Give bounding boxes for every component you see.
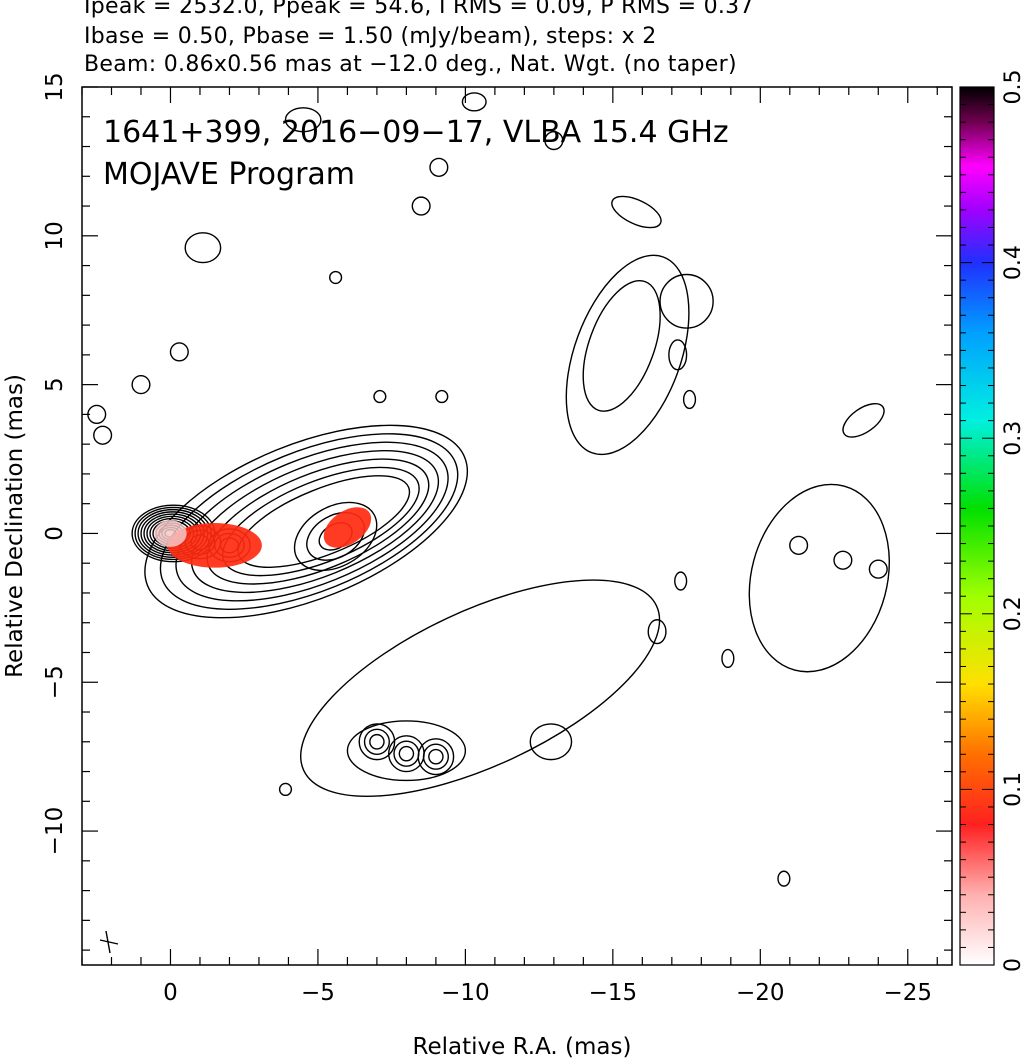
contour-line [93,425,113,445]
colorbar-tick-labels: 0 0.1 0.2 0.3 0.4 0.5 [1001,70,1022,973]
plot-frame [81,86,953,966]
colorbar-tick-label: 0.2 [1001,596,1022,631]
contour-line [721,648,735,669]
y-tick-label: −5 [42,665,68,699]
axis-ticks [81,86,952,965]
contour-line [300,579,661,798]
beam-marker [99,930,119,954]
contour-line [659,273,714,329]
x-tick-label: −10 [441,980,490,1006]
contour-line [293,501,378,572]
contour-line [373,389,387,404]
polarized-region [167,523,262,568]
colorbar-tick-label: 0.4 [1001,245,1022,280]
header-line-2: Ibase = 0.50, Pbase = 1.50 (mJy/beam), s… [84,24,657,49]
contour-line [284,107,322,133]
contour-line [87,404,107,425]
contour-line [777,870,791,887]
colorbar-tick-label: 0.5 [1001,70,1022,105]
contour-line [144,424,469,619]
contour-line [682,389,697,410]
contour-line [748,483,890,673]
colorbar-tick-label: 0 [1001,958,1022,972]
header-line-1: Ipeak = 2532.0, Ppeak = 54.6, I RMS = 0.… [84,0,754,19]
contour-line [668,339,688,371]
colorbar-ticks [960,86,994,966]
contour-line [131,374,151,395]
plot-subtitle: MOJAVE Program [103,157,355,192]
polarization-overlay [154,507,372,568]
contour-line [190,449,440,594]
contour-line [278,782,293,797]
contour-line [789,535,809,555]
x-tick-label: −15 [589,980,638,1006]
contour-line [529,723,573,761]
contour-line [363,728,391,755]
contour-line [169,342,189,362]
x-tick-label: 0 [163,980,178,1006]
y-tick-labels: −10 −5 0 5 10 15 [42,72,68,855]
x-axis-label: Relative R.A. (mas) [413,1034,632,1060]
contour-line [175,441,449,602]
contour-line [358,723,396,761]
contour-line [582,279,661,412]
colorbar-tick-label: 0.1 [1001,772,1022,807]
contour-line [346,720,467,782]
contour-line [842,402,885,438]
contour-line [206,458,430,585]
header-line-3: Beam: 0.86x0.56 mas at −12.0 deg., Nat. … [84,52,737,77]
contour-line [461,92,487,112]
y-tick-label: 0 [42,526,68,541]
plot-title: 1641+399, 2016−09−17, VLBA 15.4 GHz [103,115,729,150]
contour-line [369,733,385,750]
x-tick-label: −5 [301,980,335,1006]
contour-line [329,270,343,285]
y-tick-label: 10 [42,221,68,250]
core-highlight [154,520,187,547]
y-tick-label: −10 [42,807,68,856]
colorbar-tick-label: 0.3 [1001,421,1022,456]
contour-line [393,740,420,767]
contour-line [398,745,415,762]
contour-line [833,550,853,570]
contour-line [611,195,662,229]
contour-line [674,571,688,591]
contour-line [868,559,888,579]
y-tick-label: 15 [42,72,68,101]
x-tick-label: −25 [883,980,932,1006]
contour-line [237,475,411,568]
contour-line [428,748,444,765]
contour-line [159,433,459,610]
contour-line [429,157,449,177]
polarized-region [323,507,372,548]
contour-line [184,232,222,264]
contour-line [565,254,690,456]
y-axis-label: Relative Declination (mas) [2,374,28,678]
contour-line [422,743,449,770]
x-tick-labels: 0 −5 −10 −15 −20 −25 [163,980,932,1006]
contour-line [411,196,431,216]
contour-line [435,389,449,404]
contour-line [544,130,564,151]
contour-lines [87,92,890,887]
contour-line [647,619,667,645]
y-tick-label: 5 [42,377,68,392]
contour-line [417,738,455,776]
x-tick-label: −20 [736,980,785,1006]
